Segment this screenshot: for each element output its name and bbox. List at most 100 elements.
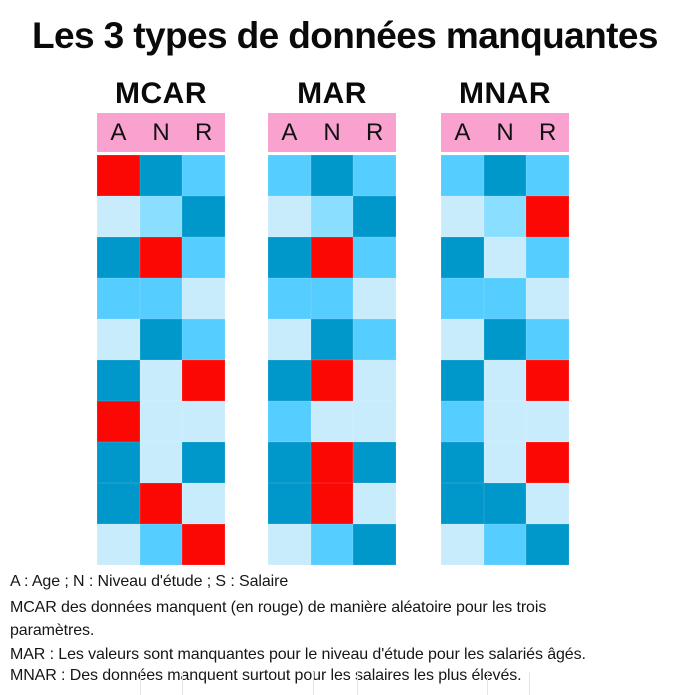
heatmap-row <box>441 319 570 360</box>
faint-gridline <box>487 672 488 695</box>
cell <box>441 442 484 483</box>
cell <box>353 196 397 237</box>
cell <box>353 319 397 360</box>
cell <box>182 237 226 278</box>
heatmap-row <box>97 237 226 278</box>
cell <box>268 524 311 565</box>
cell <box>526 401 570 442</box>
heatmap-row <box>441 360 570 401</box>
heatmap-row <box>97 196 226 237</box>
cell <box>182 278 226 319</box>
cell <box>483 360 527 401</box>
cell <box>310 319 354 360</box>
cell <box>97 278 140 319</box>
cell <box>353 360 397 401</box>
cell <box>441 319 484 360</box>
cell <box>483 524 527 565</box>
cell <box>310 401 354 442</box>
cell <box>483 155 527 196</box>
column-label-n: N <box>152 118 170 146</box>
cell <box>139 196 183 237</box>
panel-title-mnar: MNAR <box>459 76 551 110</box>
heatmap-row <box>268 401 397 442</box>
cell <box>526 524 570 565</box>
cell <box>97 319 140 360</box>
legend-mcar-line1: MCAR des données manquent (en rouge) de … <box>10 598 547 616</box>
heatmap-row <box>268 196 397 237</box>
cell-missing <box>526 196 570 237</box>
cell <box>483 483 527 524</box>
cell <box>268 196 311 237</box>
heatmap-row <box>441 196 570 237</box>
cell <box>353 401 397 442</box>
legend-variables: A : Age ; N : Niveau d'étude ; S : Salai… <box>10 573 289 590</box>
heatmap-row <box>268 278 397 319</box>
heatmap-row <box>97 278 226 319</box>
faint-gridline <box>357 672 358 695</box>
cell <box>441 524 484 565</box>
cell <box>268 483 311 524</box>
cell <box>139 442 183 483</box>
panel-title-mcar: MCAR <box>115 76 207 110</box>
cell <box>97 237 140 278</box>
figure-title: Les 3 types de données manquantes <box>32 15 658 56</box>
cell <box>310 278 354 319</box>
heatmap-row <box>441 483 570 524</box>
cell <box>182 319 226 360</box>
heatmap-row <box>268 319 397 360</box>
cell <box>182 155 226 196</box>
cell-missing <box>97 401 140 442</box>
cell <box>353 237 397 278</box>
cell <box>97 360 140 401</box>
cell <box>353 155 397 196</box>
faint-gridline <box>529 672 530 695</box>
cell <box>441 483 484 524</box>
heatmap-row <box>441 278 570 319</box>
cell-missing <box>526 442 570 483</box>
cell <box>353 524 397 565</box>
cell <box>139 524 183 565</box>
cell <box>483 319 527 360</box>
cell <box>441 237 484 278</box>
column-label-r: R <box>539 118 557 146</box>
cell <box>268 319 311 360</box>
panel-title-mar: MAR <box>297 76 367 110</box>
cell <box>526 278 570 319</box>
cell <box>139 155 183 196</box>
faint-gridline <box>313 672 314 695</box>
cell <box>441 196 484 237</box>
column-label-a: A <box>110 118 127 146</box>
cell <box>139 319 183 360</box>
cell <box>353 442 397 483</box>
cell <box>268 237 311 278</box>
cell <box>97 524 140 565</box>
column-label-r: R <box>366 118 384 146</box>
cell <box>526 155 570 196</box>
cell-missing <box>310 483 354 524</box>
cell-missing <box>139 237 183 278</box>
cell <box>483 237 527 278</box>
cell-missing <box>310 442 354 483</box>
heatmap-row <box>441 524 570 565</box>
cell <box>441 278 484 319</box>
column-label-r: R <box>195 118 213 146</box>
cell <box>182 401 226 442</box>
heatmap-row <box>441 442 570 483</box>
column-label-n: N <box>323 118 341 146</box>
cell <box>310 155 354 196</box>
column-label-n: N <box>496 118 514 146</box>
heatmap-row <box>97 360 226 401</box>
heatmap-row <box>97 319 226 360</box>
cell-missing <box>182 360 226 401</box>
cell <box>483 442 527 483</box>
cell <box>182 442 226 483</box>
heatmap-row <box>441 155 570 196</box>
heatmap-row <box>441 237 570 278</box>
column-label-a: A <box>281 118 298 146</box>
heatmap-row <box>97 155 226 196</box>
heatmap-row <box>268 360 397 401</box>
cell <box>182 483 226 524</box>
cell <box>526 237 570 278</box>
